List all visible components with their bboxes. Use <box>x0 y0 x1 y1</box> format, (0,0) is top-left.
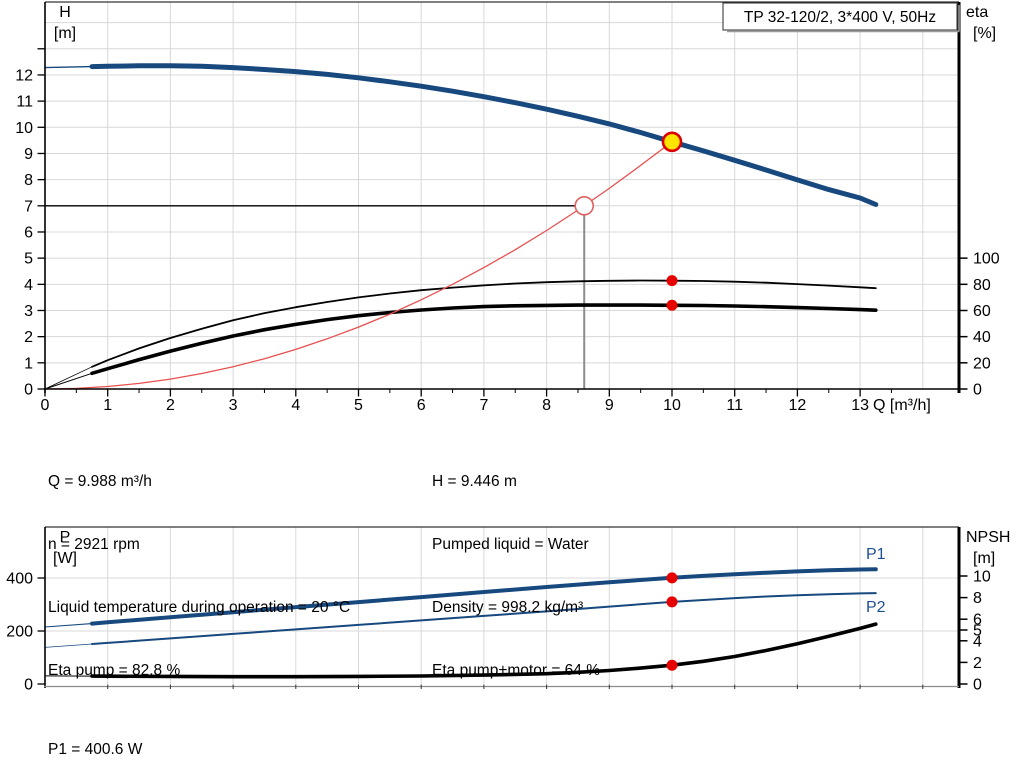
right-tick-label: 0 <box>973 677 982 694</box>
power-data-column: P1 = 400.6 W P2 = 309.9 W NPSH = 1.74 m <box>48 697 156 781</box>
right-axis-title: NPSH <box>966 529 1010 546</box>
right-tick-label: 0 <box>973 382 982 399</box>
left-tick-label: 5 <box>24 251 33 268</box>
info-density: Density = 998.2 kg/m³ <box>432 599 584 616</box>
right-tick-label: 10 <box>973 569 991 586</box>
left-axis-title: P <box>60 529 71 546</box>
pump-curve <box>89 63 879 207</box>
p1-curve <box>90 567 878 626</box>
x-tick-label: 2 <box>166 397 175 414</box>
x-tick-label: 8 <box>542 397 551 414</box>
pump-curve-lead <box>44 65 93 69</box>
x-tick-label: 4 <box>291 397 300 414</box>
pump-title-box <box>722 2 958 31</box>
npsh-point <box>666 659 678 671</box>
left-tick-label: 1 <box>24 355 33 372</box>
right-tick-label: 2 <box>973 655 982 672</box>
right-axis-title: eta <box>966 4 988 21</box>
left-tick-label: 9 <box>24 146 33 163</box>
series-label-p1: P1 <box>866 546 886 563</box>
eta-pump-motor-curve-lead <box>44 372 93 390</box>
info-eta-pump-motor: Eta pump+motor = 64 % <box>432 662 601 679</box>
left-tick-label: 11 <box>16 94 33 111</box>
left-tick-label: 7 <box>24 198 33 215</box>
info-p1: P1 = 400.6 W <box>48 741 143 758</box>
right-tick-label: 60 <box>973 303 991 320</box>
right-tick-label: 20 <box>973 355 991 372</box>
x-tick-label: 6 <box>417 397 426 414</box>
x-tick-label: 12 <box>789 397 807 414</box>
p1-curve-lead <box>44 623 93 628</box>
left-tick-label: 12 <box>15 67 33 84</box>
right-tick-label: 8 <box>973 590 982 607</box>
right-axis-title-unit: [%] <box>973 25 996 42</box>
eta-pump-motor-point <box>666 299 678 311</box>
left-axis-title: H <box>59 4 71 21</box>
operating-data-right-column: H = 9.446 m Pumped liquid = Water Densit… <box>432 429 600 723</box>
operating-data-left-column: Q = 9.988 m³/h n = 2921 rpm Liquid tempe… <box>48 429 350 723</box>
right-axis-title-unit: [m] <box>973 550 995 567</box>
series-label-p2: P2 <box>866 599 886 616</box>
right-tick-label: 40 <box>973 329 991 346</box>
info-flow: Q = 9.988 m³/h <box>48 473 152 490</box>
p1-point <box>666 572 678 584</box>
left-tick-label: 0 <box>24 677 33 694</box>
npsh-curve <box>90 622 878 679</box>
duty-point[interactable] <box>661 131 683 153</box>
left-tick-label: 4 <box>24 277 33 294</box>
left-tick-label: 0 <box>24 382 33 399</box>
system-curve <box>44 141 673 390</box>
x-tick-label: 10 <box>663 397 681 414</box>
info-liquid-temperature: Liquid temperature during operation = 20… <box>48 599 351 616</box>
x-tick-label: 0 <box>41 397 50 414</box>
x-tick-label: 7 <box>479 397 488 414</box>
p2-point <box>666 596 678 608</box>
eta-pump-curve-lead <box>44 366 93 390</box>
requested-duty-point[interactable] <box>574 196 595 216</box>
x-tick-label: 13 <box>851 397 869 414</box>
right-tick-label: 5 <box>973 623 982 640</box>
info-head: H = 9.446 m <box>432 473 517 490</box>
left-tick-label: 400 <box>6 571 33 588</box>
right-tick-label: 6 <box>973 612 982 629</box>
right-tick-label: 80 <box>973 277 991 294</box>
eta-pump-curve <box>91 279 877 368</box>
x-axis-title: Q [m³/h] <box>873 397 931 414</box>
p2-curve <box>91 592 877 645</box>
x-tick-label: 5 <box>354 397 363 414</box>
left-tick-label: 3 <box>24 303 33 320</box>
pump-title: TP 32-120/2, 3*400 V, 50Hz <box>744 9 936 26</box>
info-speed: n = 2921 rpm <box>48 536 140 553</box>
left-tick-label: 200 <box>6 624 33 641</box>
x-tick-label: 3 <box>229 397 238 414</box>
p2-curve-lead <box>44 643 93 648</box>
right-tick-label: 100 <box>973 251 1000 268</box>
left-tick-label: 8 <box>24 172 33 189</box>
x-tick-label: 11 <box>726 397 743 414</box>
info-eta-pump: Eta pump = 82.8 % <box>48 662 181 679</box>
x-tick-label: 9 <box>605 397 614 414</box>
left-tick-label: 10 <box>15 120 33 137</box>
eta-pump-point <box>666 275 678 287</box>
left-axis-title-unit: [m] <box>54 25 76 42</box>
left-tick-label: 2 <box>24 329 33 346</box>
left-axis-title-unit: [W] <box>53 550 77 567</box>
eta-pump-motor-curve <box>90 303 878 376</box>
x-tick-label: 1 <box>103 397 112 414</box>
right-tick-label: 4 <box>973 633 982 650</box>
left-tick-label: 6 <box>24 224 33 241</box>
info-pumped-liquid: Pumped liquid = Water <box>432 536 589 553</box>
